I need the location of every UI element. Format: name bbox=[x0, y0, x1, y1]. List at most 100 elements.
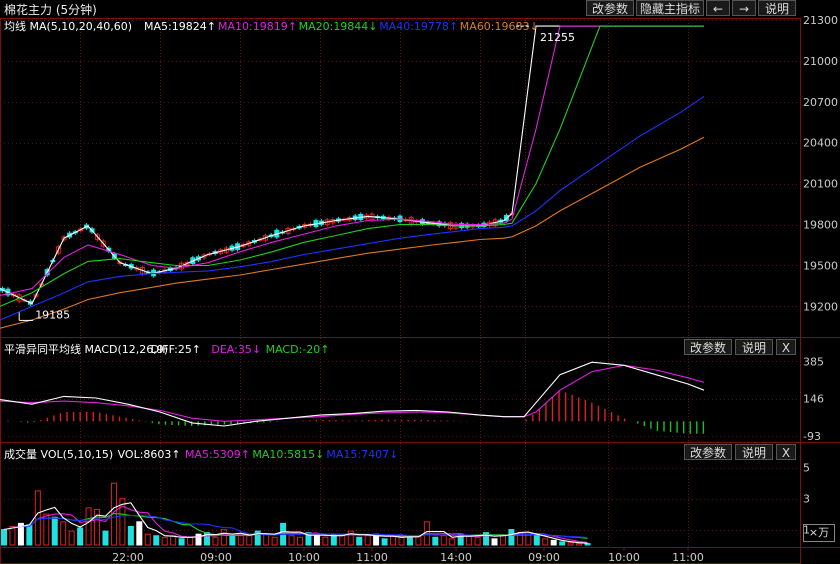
volume-bar bbox=[559, 541, 566, 546]
macd-params-button[interactable]: 改参数 bbox=[684, 339, 732, 355]
legend-item: MA40:19778↑ bbox=[379, 20, 458, 33]
arrow-left-icon[interactable]: ← bbox=[706, 0, 730, 16]
legend-item: MA5:19824↑ bbox=[144, 20, 216, 33]
volume-bar bbox=[170, 535, 177, 546]
volume-bar bbox=[398, 536, 405, 546]
price-ma-lines bbox=[0, 25, 705, 329]
volume-bar bbox=[212, 536, 219, 546]
ma-line-ma10 bbox=[0, 25, 704, 297]
volume-bar bbox=[94, 508, 101, 546]
volume-bar bbox=[440, 535, 447, 546]
volume-bar bbox=[432, 536, 439, 546]
volume-bar bbox=[525, 533, 532, 546]
volume-bar bbox=[381, 538, 388, 546]
macd-lines bbox=[0, 361, 705, 427]
y-tick-label: 146 bbox=[803, 393, 824, 406]
x-tick-label: 22:00 bbox=[112, 551, 144, 564]
y-tick-label: 385 bbox=[803, 355, 824, 368]
legend-item: DIFF:25↑ bbox=[151, 343, 201, 356]
candle-body bbox=[55, 246, 61, 254]
annotation-label: 21255 bbox=[540, 31, 575, 44]
ma-line-ma60 bbox=[0, 136, 705, 329]
volume-bar bbox=[51, 516, 58, 546]
volume-bar bbox=[364, 535, 371, 546]
candle-body bbox=[240, 243, 246, 247]
y-tick-label: -93 bbox=[803, 430, 821, 443]
x-tick-label: 14:00 bbox=[440, 551, 472, 564]
vol-help-button[interactable]: 说明 bbox=[735, 444, 773, 460]
legend-item: 平滑异同平均线 MACD(12,26,9) bbox=[4, 342, 168, 356]
x-tick-label: 10:00 bbox=[608, 551, 640, 564]
volume-bar bbox=[127, 525, 134, 546]
vol-line bbox=[3, 502, 588, 544]
volume-bar bbox=[288, 535, 295, 546]
volume-bar bbox=[347, 530, 354, 546]
y-tick-label: 19200 bbox=[803, 300, 838, 313]
y-tick-label: 1 bbox=[803, 524, 810, 537]
hide-main-indicator-button[interactable]: 隐藏主指标 bbox=[636, 0, 704, 16]
x-tick-label: 09:00 bbox=[528, 551, 560, 564]
volume-bar bbox=[508, 529, 515, 546]
volume-bar bbox=[85, 507, 92, 546]
candle-body bbox=[61, 236, 67, 241]
volume-bar bbox=[263, 533, 270, 546]
legend-item: MA10:19819↑ bbox=[218, 20, 297, 33]
params-button[interactable]: 改参数 bbox=[586, 0, 634, 16]
volume-bar bbox=[271, 536, 278, 546]
annotations: 19185 21255 bbox=[18, 25, 575, 321]
dea-line bbox=[0, 364, 705, 422]
volume-bar bbox=[466, 535, 473, 546]
legend-item: MA60:19683↓ bbox=[460, 20, 539, 33]
y-tick-label: 3 bbox=[803, 493, 810, 506]
x-tick-label: 11:00 bbox=[672, 551, 704, 564]
volume-bar bbox=[1, 529, 7, 546]
volume-bar bbox=[576, 542, 583, 546]
arrow-right-icon[interactable]: → bbox=[732, 0, 756, 16]
legend-item: MA5:5309↑ bbox=[185, 448, 250, 461]
volume-bar bbox=[483, 532, 490, 546]
volume-bar bbox=[26, 524, 33, 546]
volume-bar bbox=[322, 536, 329, 546]
volume-bar bbox=[136, 521, 143, 546]
legend-item: 成交量 VOL(5,10,15) bbox=[4, 447, 113, 461]
legend-item: MA10:5815↓ bbox=[252, 448, 324, 461]
volume-bar bbox=[313, 535, 320, 546]
volume-bar bbox=[144, 533, 151, 546]
volume-bar bbox=[203, 532, 210, 546]
macd-help-button[interactable]: 说明 bbox=[735, 339, 773, 355]
volume-bar bbox=[339, 535, 346, 546]
x-tick-label: 11:00 bbox=[356, 551, 388, 564]
vol-params-button[interactable]: 改参数 bbox=[684, 444, 732, 460]
candle-body bbox=[184, 261, 190, 266]
volume-bar bbox=[17, 522, 24, 546]
help-button[interactable]: 说明 bbox=[758, 0, 796, 16]
volume-bar bbox=[102, 530, 109, 546]
volume-bars bbox=[1, 482, 591, 546]
y-tick-label: 21300 bbox=[803, 14, 838, 27]
volume-bar bbox=[567, 542, 574, 546]
volume-bar bbox=[533, 535, 540, 546]
volume-bar bbox=[305, 532, 312, 546]
volume-bar bbox=[499, 535, 506, 546]
legend-item: VOL:8603↑ bbox=[118, 448, 181, 461]
vol-close-button[interactable]: X bbox=[776, 444, 796, 460]
volume-bar bbox=[119, 498, 126, 546]
candle-body bbox=[95, 234, 101, 241]
volume-bar bbox=[60, 521, 67, 546]
volume-bar bbox=[229, 535, 236, 546]
volume-bar bbox=[356, 536, 363, 546]
volume-bar bbox=[457, 533, 464, 546]
volume-bar bbox=[77, 527, 84, 546]
macd-close-button[interactable]: X bbox=[776, 339, 796, 355]
y-tick-label: 20400 bbox=[803, 137, 838, 150]
volume-bar bbox=[187, 536, 194, 546]
macd-bars bbox=[7, 391, 705, 434]
candle-body bbox=[78, 228, 84, 232]
volume-bar bbox=[406, 536, 413, 546]
volume-bar bbox=[220, 529, 227, 546]
title-label: 棉花主力 (5分钟) bbox=[4, 3, 97, 17]
axis-ticks: 21300 21000 20700 20400 20100 19800 19500 19200… bbox=[112, 14, 838, 564]
ma-line-ma40 bbox=[0, 95, 705, 321]
legend-item: MACD:-20↑ bbox=[266, 343, 330, 356]
legend-item: MA20:19844↓ bbox=[299, 20, 378, 33]
